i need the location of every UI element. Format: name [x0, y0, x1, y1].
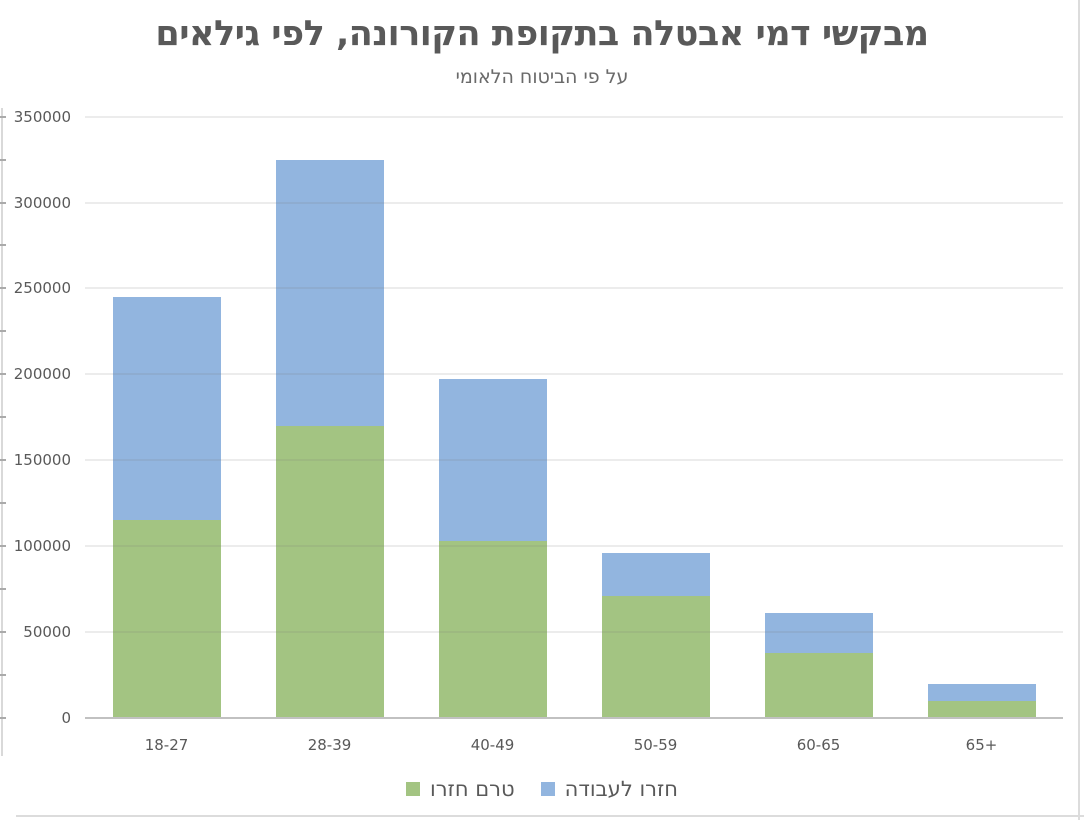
bar-segment: [601, 596, 710, 718]
chart-subtitle: על פי הביטוח הלאומי: [455, 66, 629, 88]
bar-segment: [764, 613, 873, 653]
x-axis-category-label: 65+: [965, 736, 998, 754]
value-axis-minor-tick: [0, 674, 6, 677]
value-axis-minor-tick: [0, 416, 6, 419]
y-axis-tick-label: 200000: [13, 365, 71, 384]
x-axis-category-label: 60-65: [796, 736, 841, 754]
legend-swatch-blue: [540, 782, 555, 796]
value-axis-minor-tick: [0, 588, 6, 591]
legend-label-returned-to-work: חזרו לעבודה: [564, 777, 679, 801]
bar-segment: [601, 553, 710, 596]
y-axis-tick-label: 250000: [13, 279, 71, 298]
chart-bottom-border: [16, 815, 1084, 817]
value-axis-minor-tick: [0, 459, 6, 462]
gridline: [85, 115, 1063, 118]
x-axis-category-label: 40-49: [470, 736, 515, 754]
bar-segment: [927, 700, 1036, 718]
value-axis-minor-tick: [0, 158, 6, 161]
chart-title: מבקשי דמי אבטלה בתקופת הקורונה, לפי גילא…: [155, 14, 929, 54]
legend-label-not-yet-returned: טרם חזרו: [429, 777, 515, 801]
y-axis-tick-label: 0: [61, 709, 71, 727]
bar-segment: [275, 159, 384, 426]
y-axis-tick-label: 150000: [13, 451, 71, 470]
bar-segment: [112, 297, 221, 521]
gridline: [85, 631, 1063, 634]
bar-segment: [275, 425, 384, 718]
gridline: [85, 373, 1063, 376]
value-axis-minor-tick: [0, 717, 6, 719]
value-axis-minor-tick: [0, 502, 6, 505]
y-axis-tick-label: 50000: [23, 623, 71, 642]
value-axis-minor-tick: [0, 545, 6, 548]
value-axis-minor-tick: [0, 287, 6, 290]
x-axis-line: [85, 717, 1063, 719]
x-axis-category-label: 18-27: [144, 736, 189, 754]
legend-item-returned-to-work: חזרו לעבודה: [540, 777, 679, 801]
x-axis-category-label: 50-59: [633, 736, 678, 754]
bar-segment: [112, 520, 221, 718]
value-axis-minor-tick: [0, 373, 6, 376]
bar-segment: [438, 379, 547, 541]
bar-segment: [764, 652, 873, 718]
legend-item-not-yet-returned: טרם חזרו: [405, 777, 515, 801]
value-axis-minor-tick: [0, 115, 6, 118]
y-axis-tick-label: 350000: [13, 107, 71, 126]
bar-segment: [927, 683, 1036, 701]
value-axis-minor-tick: [0, 631, 6, 634]
gridline: [85, 459, 1063, 462]
gridline: [85, 545, 1063, 548]
chart-right-border: [1078, 0, 1080, 820]
legend-swatch-green: [405, 782, 420, 796]
value-axis-line: [1, 108, 3, 756]
value-axis-minor-tick: [0, 330, 6, 333]
gridline: [85, 287, 1063, 290]
value-axis-minor-tick: [0, 201, 6, 204]
bar-segment: [438, 541, 547, 718]
x-axis-category-label: 28-39: [307, 736, 352, 754]
gridline: [85, 201, 1063, 204]
y-axis-tick-label: 300000: [13, 193, 71, 212]
legend: טרם חזרו חזרו לעבודה: [0, 777, 1084, 801]
value-axis-minor-tick: [0, 244, 6, 247]
y-axis-tick-label: 100000: [13, 537, 71, 556]
